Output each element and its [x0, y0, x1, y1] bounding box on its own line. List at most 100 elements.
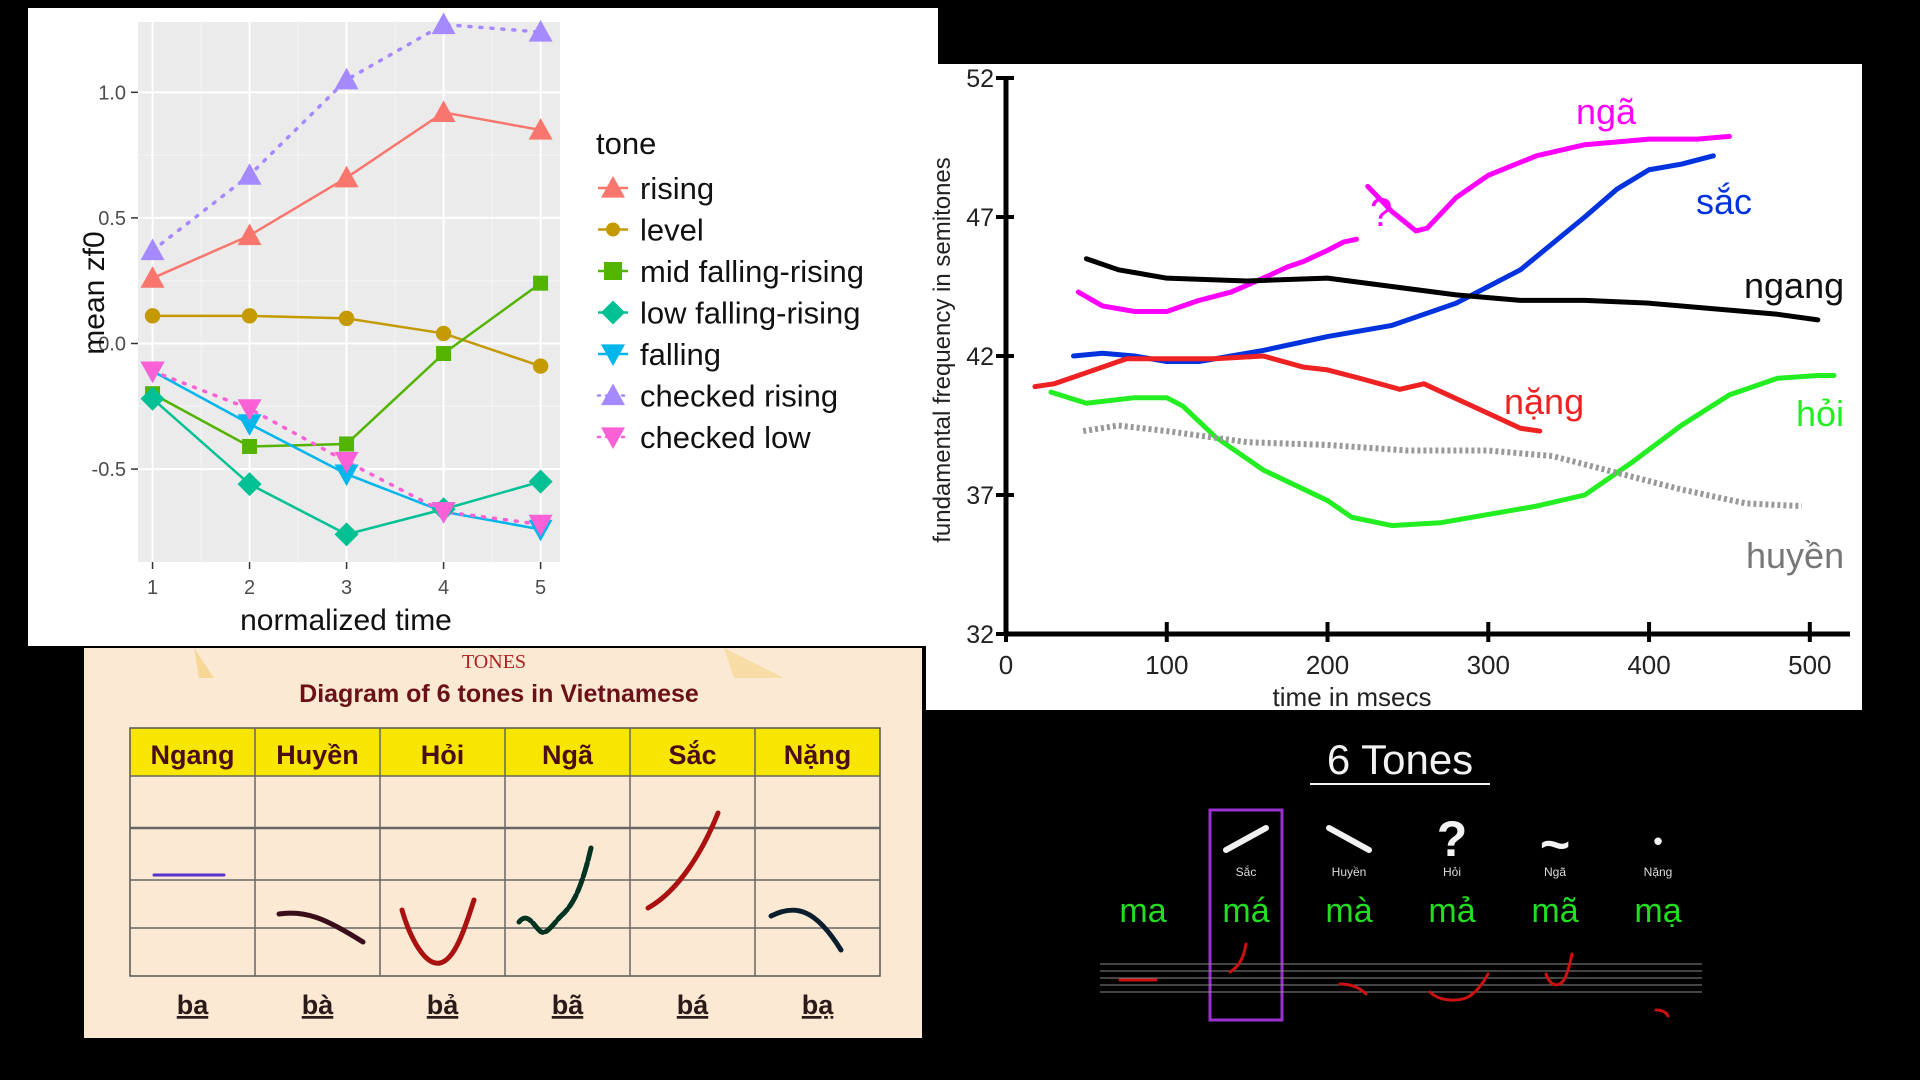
tone-column-header: Hỏi	[421, 740, 465, 770]
tone-word: ma	[1119, 892, 1166, 930]
tone-mark-icon: ?	[1437, 811, 1468, 867]
tone-mark-name: Sắc	[1236, 864, 1257, 879]
x-tick-label: 4	[438, 577, 449, 599]
data-point	[237, 163, 262, 185]
x-tick-label: 2	[244, 577, 255, 599]
tones-header: TONES	[462, 651, 526, 673]
legend-label: level	[640, 213, 704, 248]
y-tick-label: 37	[966, 482, 994, 510]
tone-word: mạ	[1634, 892, 1681, 930]
contour-label: hỏi	[1796, 393, 1844, 434]
data-point	[528, 469, 553, 494]
f0-line-chart: 32 37 42 47 52 0 100 200 300 400 500 ngã sắc ngang nặ…	[929, 65, 1850, 712]
tone-contour-group	[399, 897, 477, 966]
y-tick-label: 52	[966, 65, 994, 93]
y-axis-label: fundamental frequency in semitones	[929, 157, 956, 543]
tone-contour-group	[516, 845, 594, 935]
tone-stroke	[1228, 942, 1248, 974]
tone-stroke	[1338, 982, 1368, 996]
x-tick-label: 1	[147, 577, 158, 599]
contour-2	[1083, 256, 1821, 323]
x-tick-label: 100	[1145, 650, 1188, 680]
contour-label: sắc	[1696, 181, 1752, 222]
data-point	[237, 399, 262, 421]
data-point	[140, 386, 165, 411]
y-tick-label: -0.5	[92, 459, 126, 481]
legend-key-marker	[604, 262, 622, 280]
sac-mark-icon	[1223, 825, 1269, 853]
data-point	[237, 472, 262, 497]
x-tick-label: 3	[341, 577, 352, 599]
tone-mark-name: Huyền	[1332, 865, 1367, 879]
tone-mark-name: Ngã	[1544, 865, 1566, 879]
data-point	[436, 346, 452, 362]
x-tick-label: 200	[1306, 650, 1349, 680]
tone-contour	[399, 897, 477, 966]
tone-example-word: bã	[552, 990, 584, 1020]
f0-chart-panel: 32 37 42 47 52 0 100 200 300 400 500 ngã sắc ngang nặ…	[926, 64, 1862, 712]
tone-stroke	[1654, 1008, 1670, 1018]
tone-example-word: bá	[677, 990, 709, 1020]
data-point	[334, 522, 359, 547]
tone-column-header: Ngang	[151, 740, 235, 770]
decor-shape-right	[724, 648, 784, 678]
tone-word: mả	[1428, 892, 1475, 930]
legend-key-marker	[601, 300, 625, 325]
data-point	[338, 310, 355, 327]
data-point	[339, 436, 355, 452]
y-tick-label: 0.5	[98, 208, 126, 230]
tone-contour	[276, 910, 366, 945]
tone-example-word: ba	[177, 990, 209, 1020]
data-point	[242, 438, 258, 454]
x-tick-label: 500	[1788, 650, 1831, 680]
legend-label: mid falling-rising	[640, 254, 864, 289]
data-point	[435, 325, 452, 342]
x-axis-label: time in msecs	[1273, 682, 1432, 710]
tone-example-word: bả	[427, 990, 459, 1020]
tone-example-word: bạ	[802, 990, 834, 1020]
diagram-title: Diagram of 6 tones in Vietnamese	[299, 680, 699, 708]
data-point	[431, 12, 456, 35]
contour-label: ngã	[1576, 91, 1637, 132]
six-tones-card: 6 Tones ma Sắc má Huyền mà? Hỏi mả ~ Ngã mã • Nặng m…	[1090, 736, 1710, 1030]
data-point	[334, 67, 359, 90]
contour-label: nặng	[1504, 381, 1584, 422]
data-point	[237, 223, 262, 246]
tone-contour	[768, 907, 844, 953]
tone-diagram-panel: TONES Diagram of 6 tones in Vietnamese N…	[84, 648, 922, 1038]
data-point	[528, 514, 553, 537]
data-point	[528, 118, 553, 140]
card-title: 6 Tones	[1327, 740, 1473, 783]
tone-contour-group	[645, 810, 721, 911]
legend-key-marker	[601, 383, 625, 406]
tone-mark-icon: ~	[1540, 816, 1570, 874]
tone-contour	[645, 810, 721, 911]
x-tick-label: 5	[535, 577, 546, 599]
y-tick-label: 32	[966, 621, 994, 649]
data-point	[140, 238, 165, 261]
tone-example-word: bà	[302, 990, 334, 1020]
legend-key-marker	[601, 344, 625, 366]
tone-column-header: Nặng	[784, 740, 852, 770]
tone-word: mà	[1325, 892, 1372, 930]
tone-stroke	[1544, 952, 1574, 987]
tone-stroke	[1428, 972, 1490, 1002]
tone-contour-group	[276, 910, 366, 945]
highlight-box	[1208, 808, 1284, 1022]
data-point	[532, 358, 549, 374]
tone-word: mã	[1531, 892, 1578, 930]
data-point	[431, 100, 456, 123]
six-tones-graphic: 6 Tones ma Sắc má Huyền mà?Hỏi mả ~Ngã mã • Nặng m…	[1100, 736, 1702, 1022]
y-axis-label: mean zf0	[78, 231, 111, 354]
legend-key-marker	[601, 427, 625, 449]
legend: rising level mid falling-rising low falling…	[596, 171, 864, 455]
legend-label: checked rising	[640, 379, 838, 414]
data-point	[533, 275, 549, 291]
contour-0	[1365, 133, 1732, 234]
tone-mark-icon: •	[1653, 826, 1662, 856]
data-point	[334, 451, 359, 474]
tone-column-header: Sắc	[668, 739, 716, 770]
contour-label: huyền	[1746, 535, 1844, 576]
legend-label: rising	[640, 171, 714, 206]
legend-label: falling	[640, 337, 721, 372]
